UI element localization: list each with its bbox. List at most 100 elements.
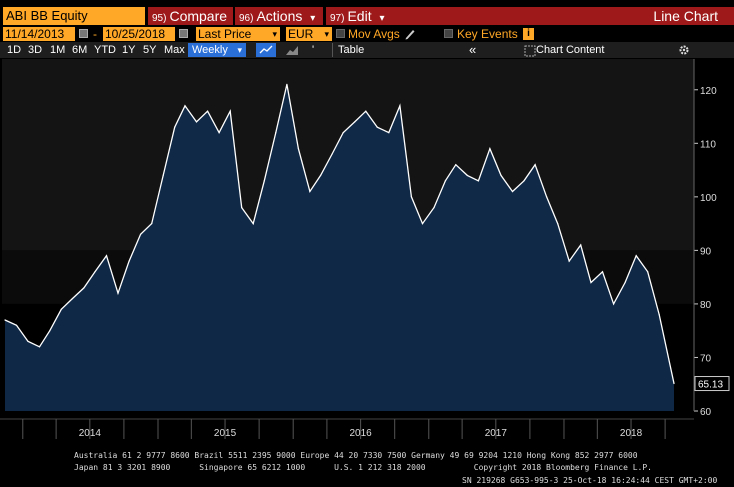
data-point [466,174,468,176]
data-point [252,223,254,225]
data-point [218,132,220,134]
line-chart-icon[interactable] [256,43,276,57]
date-separator: - [93,27,97,41]
period-select[interactable]: Weekly ▾ [188,43,246,57]
chart-type-title: Line Chart [388,7,734,25]
actions-number: 96) [239,13,254,24]
y-tick-label: 70 [700,353,712,364]
data-point [184,105,186,107]
ticker-field[interactable]: ABI BB Equity [3,7,145,25]
mov-avgs-checkbox[interactable] [336,29,345,38]
data-point [229,110,231,112]
data-point [433,207,435,209]
data-point [477,180,479,182]
data-point [557,223,559,225]
actions-label: Actions [256,8,303,24]
y-tick-label: 60 [700,407,712,418]
x-tick-label: 2017 [485,428,508,439]
start-date-input[interactable]: 11/14/2013 [3,27,75,41]
table-button[interactable]: Table [338,44,365,56]
pencil-icon[interactable] [404,27,416,41]
y-tick-label: 120 [700,86,717,97]
data-point [673,382,675,385]
range-1d[interactable]: 1D [7,44,22,56]
data-point [421,223,424,225]
edit-label: Edit [347,8,372,24]
data-point [376,126,378,128]
footer-contacts-2: Japan 81 3 3201 8900 Singapore 65 6212 1… [74,463,652,472]
compare-label: Compare [169,8,228,24]
compare-button[interactable]: 95) Compare [148,7,233,25]
range-toolbar [0,42,734,58]
range-max[interactable]: Max [164,44,185,56]
range-5y[interactable]: 5Y [143,44,157,56]
range-1y[interactable]: 1Y [122,44,136,56]
more-options-icon[interactable]: ' [312,44,315,56]
data-point [297,148,299,150]
calendar-icon[interactable] [179,29,188,38]
x-tick-label: 2015 [214,428,237,439]
range-3d[interactable]: 3D [28,44,43,56]
data-point [151,223,153,225]
data-point [546,196,548,198]
area-chart-icon[interactable] [285,43,299,57]
data-point [117,292,119,294]
data-point [388,132,390,134]
info-icon[interactable]: i [523,28,534,40]
x-tick-label: 2014 [79,428,102,439]
data-point [140,233,142,235]
data-point [195,121,198,123]
data-point [342,132,344,134]
period-label: Weekly [192,44,228,56]
collapse-icon[interactable]: « [469,42,477,57]
data-point [105,255,108,257]
range-ytd[interactable]: YTD [94,44,116,56]
data-point [568,260,570,262]
data-point [590,281,592,284]
data-point [635,255,637,257]
footer-contacts-1: Australia 61 2 9777 8600 Brazil 5511 239… [74,451,638,460]
data-point [647,271,649,273]
key-events-checkbox[interactable] [444,29,453,38]
data-point [49,330,51,332]
range-1m[interactable]: 1M [50,44,66,56]
data-point [534,164,536,166]
data-point [511,190,514,193]
key-events-label: Key Events [457,27,518,41]
data-point [410,196,412,198]
currency-select[interactable]: EUR ▾ [286,27,332,41]
data-point [263,180,265,182]
data-point [331,153,333,155]
data-point [613,303,615,305]
data-point [241,207,243,209]
divider [332,43,333,57]
chevron-down-icon: ▾ [310,13,316,24]
currency-label: EUR [288,27,314,41]
data-point [455,164,457,166]
data-point [128,260,130,262]
data-point [354,121,356,123]
data-point [624,281,626,284]
chevron-down-icon: ▾ [272,29,277,39]
data-point [580,244,582,246]
edit-button[interactable]: 97) Edit ▾ [326,7,388,25]
data-point [601,271,604,273]
field-select[interactable]: Last Price ▾ [196,27,280,41]
chart-content-button[interactable]: Chart Content [536,44,605,56]
gear-icon[interactable] [678,43,690,57]
end-date-input[interactable]: 10/25/2018 [103,27,175,41]
data-point [27,340,29,342]
data-point [500,174,502,176]
chevron-down-icon: ▾ [237,45,242,55]
data-point [489,148,491,150]
price-line [4,84,675,384]
compare-number: 95) [152,13,167,24]
plot-band [2,59,694,63]
actions-button[interactable]: 96) Actions ▾ [235,7,323,25]
price-chart[interactable]: 60 70 80 90 100 110 120 65.13 2014 2015 2016 2017 20… [0,59,734,445]
data-point [71,298,73,300]
calendar-icon[interactable] [79,29,88,38]
y-tick-label: 80 [700,300,712,311]
range-6m[interactable]: 6M [72,44,88,56]
data-point [275,132,277,134]
